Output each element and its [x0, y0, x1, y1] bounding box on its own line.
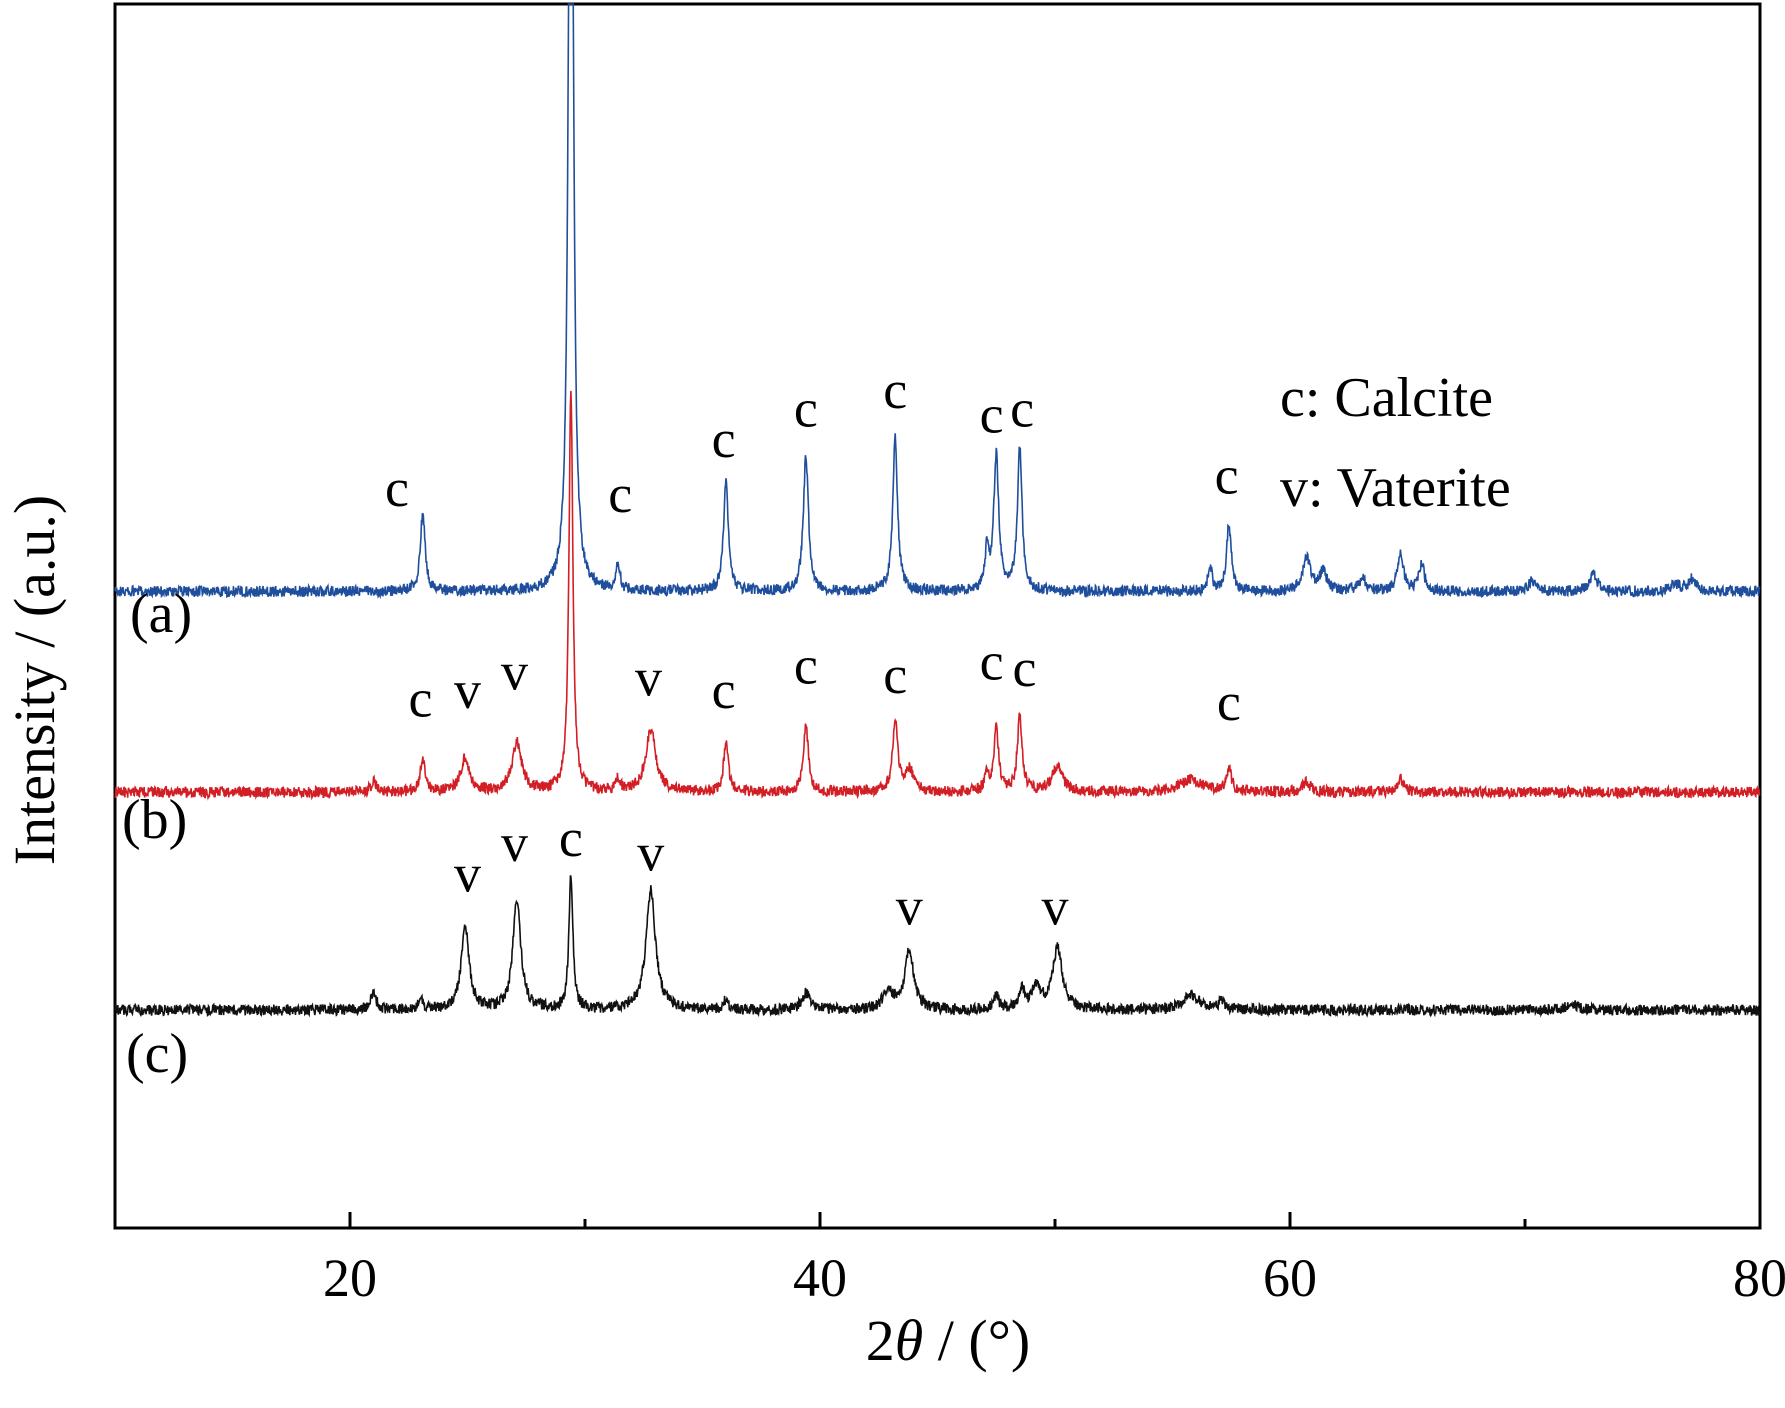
calcite-peak-label: c [712, 409, 736, 469]
calcite-peak-label: c [980, 632, 1004, 692]
y-axis-title: Intensity / (a.u.) [2, 495, 67, 865]
calcite-peak-label: c [794, 635, 818, 695]
vaterite-peak-label: v [501, 641, 528, 701]
x-tick-label: 80 [1733, 1248, 1785, 1308]
plot-frame [113, 2, 1762, 1230]
vaterite-peak-label: v [637, 823, 664, 883]
x-axis-title-suffix: / (°) [923, 1308, 1030, 1373]
vaterite-peak-label: v [454, 660, 481, 720]
series-label-a: (a) [130, 583, 192, 645]
x-tick-label: 20 [323, 1248, 377, 1308]
calcite-peak-label: c [794, 378, 818, 438]
x-axis-title-symbol: θ [895, 1308, 924, 1373]
calcite-peak-label: c [409, 668, 433, 728]
vaterite-peak-label: v [454, 843, 481, 903]
x-axis-ticks: 20 40 60 80 [113, 1212, 1785, 1308]
calcite-peak-label: c [980, 384, 1004, 444]
x-tick-label: 60 [1263, 1248, 1317, 1308]
calcite-peak-label: c [559, 808, 583, 868]
calcite-peak-label: c [1010, 378, 1034, 438]
vaterite-peak-label: v [896, 876, 923, 936]
legend-entry-vaterite: v: Vaterite [1280, 457, 1511, 519]
series-labels: (a) (b) (c) [122, 583, 192, 1085]
legend-entry-calcite: c: Calcite [1280, 367, 1493, 429]
calcite-peak-label: c [712, 660, 736, 720]
calcite-peak-label: c [883, 360, 907, 420]
series-line-b [114, 390, 1761, 801]
calcite-peak-label: c [608, 464, 632, 524]
plot-area-border [113, 2, 1762, 1230]
series-line-a [114, 3, 1761, 600]
x-tick-label: 40 [793, 1248, 847, 1308]
calcite-peak-label: c [1217, 672, 1241, 732]
calcite-peak-label: c [1012, 638, 1036, 698]
vaterite-peak-label: v [501, 813, 528, 873]
calcite-peak-label: c [385, 458, 409, 518]
series-line-c [114, 875, 1761, 1018]
peak-labels: ccccccccccvvvccccccvvcvvv [385, 360, 1241, 937]
calcite-peak-label: c [1215, 446, 1239, 506]
calcite-peak-label: c [883, 645, 907, 705]
vaterite-peak-label: v [1042, 876, 1069, 936]
series-label-b: (b) [122, 789, 187, 851]
vaterite-peak-label: v [635, 648, 662, 708]
legend: c: Calcite v: Vaterite [1280, 367, 1511, 519]
series-label-c: (c) [126, 1023, 188, 1085]
x-axis-title-prefix: 2 [866, 1308, 895, 1373]
x-axis-title: 2θ / (°) [866, 1308, 1030, 1373]
series-layer [114, 3, 1761, 1018]
